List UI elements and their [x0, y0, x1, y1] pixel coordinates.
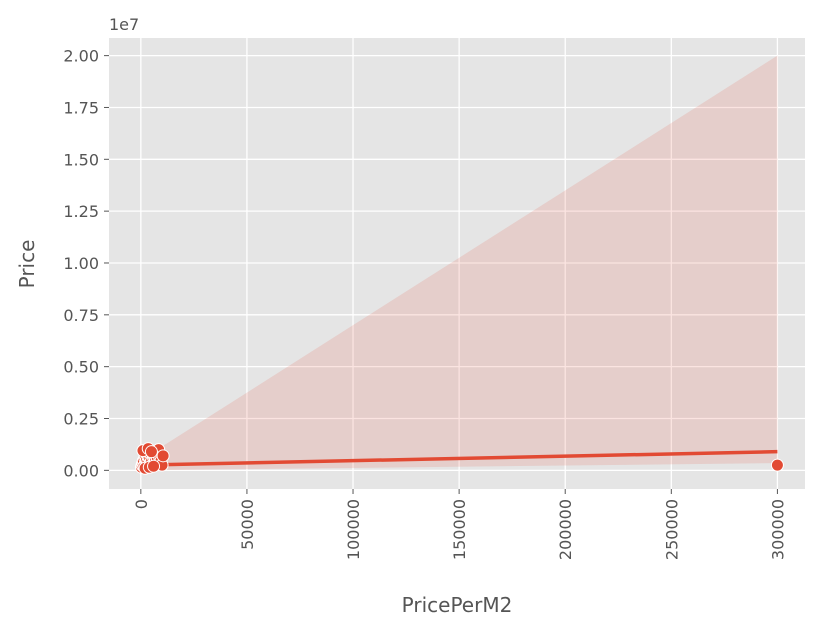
regression-line: [140, 449, 778, 467]
x-tick-label: 300000: [768, 499, 787, 560]
x-tick-label: 100000: [344, 499, 363, 560]
y-tick-label: 1.25: [63, 202, 99, 221]
y-axis-label: Price: [15, 240, 39, 289]
y-tick-label: 0.00: [63, 461, 99, 480]
data-point: [147, 459, 161, 473]
y-tick-label: 1.75: [63, 98, 99, 117]
y-offset-label: 1e7: [109, 15, 139, 34]
scatter-points: [134, 442, 784, 475]
x-axis-label: PricePerM2: [402, 593, 513, 617]
x-tick-label: 50000: [238, 499, 257, 550]
y-tick-label: 1.00: [63, 254, 99, 273]
data-point: [144, 445, 158, 459]
x-tick-label: 200000: [556, 499, 575, 560]
data-point: [770, 458, 784, 472]
x-tick-labels: 0 50000 100000 150000 200000 250000 300000: [132, 489, 787, 560]
y-tick-label: 2.00: [63, 47, 99, 66]
y-tick-labels: 0.00 0.25 0.50 0.75 1.00 1.25 1.50 1.75 2.00: [63, 47, 109, 480]
y-tick-label: 0.50: [63, 358, 99, 377]
confidence-band: [140, 55, 778, 471]
y-tick-label: 0.25: [63, 409, 99, 428]
x-tick-label: 150000: [450, 499, 469, 560]
y-gridlines: [109, 54, 805, 471]
x-tick-label: 0: [132, 499, 151, 509]
y-tick-label: 1.50: [63, 150, 99, 169]
y-tick-label: 0.75: [63, 306, 99, 325]
x-tick-label: 250000: [662, 499, 681, 560]
data-point: [156, 449, 170, 463]
